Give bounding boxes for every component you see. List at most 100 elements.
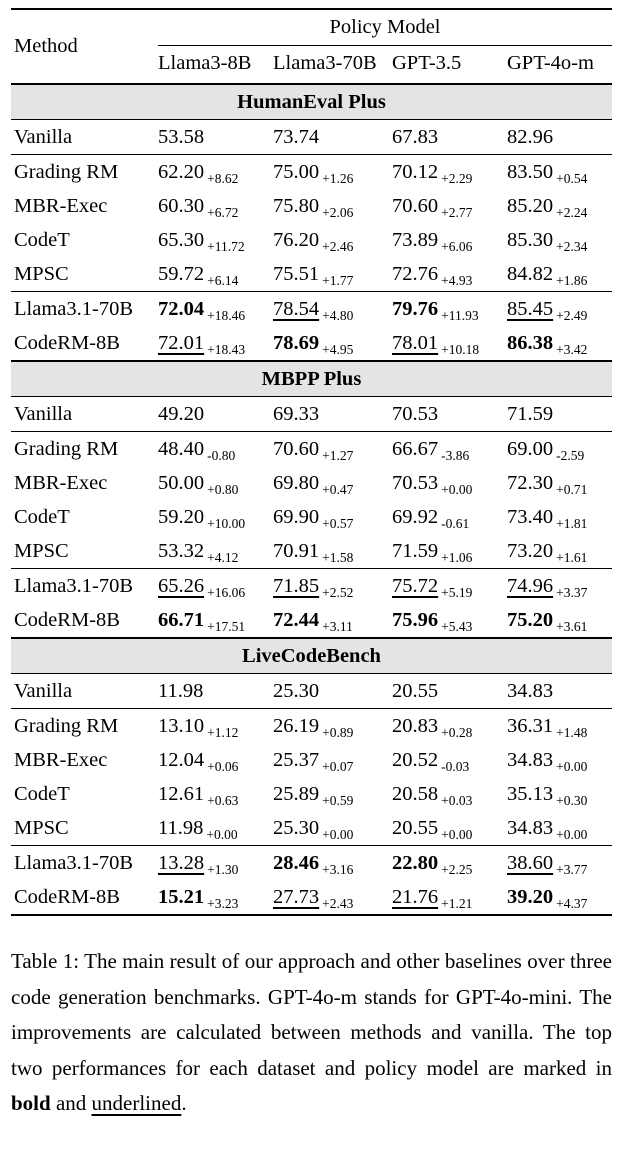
delta-subscript: +0.59	[322, 792, 354, 808]
value-cell: 26.19 +0.89	[273, 714, 392, 740]
method-cell: CodeRM-8B	[14, 885, 120, 908]
table-row: Vanilla 53.58 73.74 67.83 82.96	[11, 120, 612, 154]
delta-subscript: +1.81	[556, 515, 588, 531]
score-value: 20.55	[392, 816, 439, 839]
group-separator-rule	[11, 154, 612, 155]
section-header-rule	[11, 119, 612, 120]
value-cell: 49.20	[158, 403, 273, 426]
group-separator-rule	[11, 708, 612, 709]
value-cell: 20.52 -0.03	[392, 749, 507, 774]
value-cell: 34.83 +0.00	[507, 817, 612, 842]
table-caption: Table 1: The main result of our approach…	[11, 944, 612, 1122]
value-cell: 35.13 +0.30	[507, 783, 612, 808]
table-row: MPSC 53.32 +4.12 70.91 +1.58 71.59 +1.06 73.20 +…	[11, 534, 612, 568]
method-cell: MBR-Exec	[14, 471, 108, 494]
table-row: MBR-Exec 12.04 +0.06 25.37 +0.07 20.52 -0.03 34…	[11, 743, 612, 777]
value-cell: 75.20 +3.61	[507, 609, 612, 634]
score-value: 75.00	[273, 160, 320, 183]
value-cell: 36.31 +1.48	[507, 714, 612, 740]
paper-page: Method Policy Model Llama3-8B Llama3-70B G…	[11, 8, 612, 1122]
table-row: MBR-Exec 60.30 +6.72 75.80 +2.06 70.60 +2.77 85…	[11, 189, 612, 223]
delta-subscript: +1.86	[556, 272, 588, 288]
group-separator-rule	[11, 291, 612, 292]
score-value: 70.91	[273, 539, 320, 562]
delta-subscript: +0.63	[207, 792, 239, 808]
score-value: 13.28	[158, 851, 205, 874]
score-value: 59.72	[158, 262, 205, 285]
score-value: 78.69	[273, 331, 320, 354]
delta-subscript: +6.72	[207, 204, 239, 220]
delta-subscript: +5.19	[441, 584, 473, 600]
delta-subscript: +0.80	[207, 481, 239, 497]
value-cell: 78.01 +10.18	[392, 331, 507, 357]
method-cell: MBR-Exec	[14, 194, 108, 217]
score-value: 78.01	[392, 331, 439, 354]
score-value: 36.31	[507, 714, 554, 737]
value-cell: 72.30 +0.71	[507, 472, 612, 497]
header-bottom-rule	[11, 83, 612, 85]
value-cell: 84.82 +1.86	[507, 263, 612, 288]
method-cell: MPSC	[14, 262, 69, 285]
score-value: 65.26	[158, 574, 205, 597]
method-cell: Grading RM	[14, 437, 119, 460]
score-value: 72.01	[158, 331, 205, 354]
value-cell: 71.59	[507, 403, 612, 426]
method-cell: Vanilla	[14, 679, 73, 702]
delta-subscript: +0.30	[556, 792, 588, 808]
score-value: 11.98	[158, 679, 204, 702]
score-value: 49.20	[158, 402, 205, 425]
score-value: 26.19	[273, 714, 320, 737]
section-header-rule	[11, 396, 612, 397]
score-value: 74.96	[507, 574, 554, 597]
delta-subscript: +3.77	[556, 861, 588, 877]
score-value: 69.33	[273, 402, 320, 425]
section-header: LiveCodeBench	[11, 639, 612, 673]
score-value: 25.37	[273, 748, 320, 771]
value-cell: 72.04 +18.46	[158, 298, 273, 323]
table-row: CodeRM-8B 72.01 +18.43 78.69 +4.95 78.01 +10.1…	[11, 326, 612, 360]
section-bottom-rule	[11, 360, 612, 362]
value-cell: 67.83	[392, 126, 507, 149]
value-cell: 73.20 +1.61	[507, 540, 612, 565]
delta-subscript: +18.43	[207, 341, 246, 357]
method-cell: Vanilla	[14, 125, 73, 148]
score-value: 25.89	[273, 782, 320, 805]
score-value: 71.59	[507, 402, 554, 425]
delta-subscript: +1.06	[441, 549, 473, 565]
score-value: 39.20	[507, 885, 554, 908]
delta-subscript: +2.77	[441, 204, 473, 220]
score-value: 48.40	[158, 437, 205, 460]
value-cell: 25.37 +0.07	[273, 748, 392, 774]
delta-subscript: +4.93	[441, 272, 473, 288]
delta-subscript: +1.26	[322, 170, 354, 186]
caption-segment: and	[50, 1091, 92, 1115]
value-cell: 20.83 +0.28	[392, 715, 507, 740]
value-cell: 75.80 +2.06	[273, 195, 392, 220]
model-column-header: GPT-3.5	[392, 52, 462, 74]
value-cell: 70.91 +1.58	[273, 539, 392, 565]
score-value: 75.51	[273, 262, 320, 285]
table-row: CodeRM-8B 15.21 +3.23 27.73 +2.43 21.76 +1.21 3…	[11, 880, 612, 914]
score-value: 22.80	[392, 851, 439, 874]
value-cell: 20.55	[392, 680, 507, 703]
score-value: 53.32	[158, 539, 205, 562]
delta-subscript: +3.23	[207, 895, 239, 911]
model-column-headers: Llama3-8B Llama3-70B GPT-3.5 GPT-4o-m	[158, 46, 612, 83]
score-value: 85.30	[507, 228, 554, 251]
score-value: 71.59	[392, 539, 439, 562]
value-cell: 74.96 +3.37	[507, 574, 612, 600]
value-cell: 76.20 +2.46	[273, 229, 392, 254]
group-separator-rule	[11, 568, 612, 569]
score-value: 25.30	[273, 816, 320, 839]
delta-subscript: +0.00	[322, 826, 354, 842]
method-cell: CodeRM-8B	[14, 608, 120, 631]
section-header-rule	[11, 673, 612, 674]
value-cell: 53.58	[158, 126, 273, 149]
policy-model-label: Policy Model	[329, 16, 441, 38]
caption-segment: .	[181, 1091, 187, 1115]
score-value: 12.61	[158, 782, 205, 805]
value-cell: 85.45 +2.49	[507, 298, 612, 323]
delta-subscript: +1.61	[556, 549, 588, 565]
score-value: 69.80	[273, 471, 320, 494]
score-value: 75.96	[392, 608, 439, 631]
